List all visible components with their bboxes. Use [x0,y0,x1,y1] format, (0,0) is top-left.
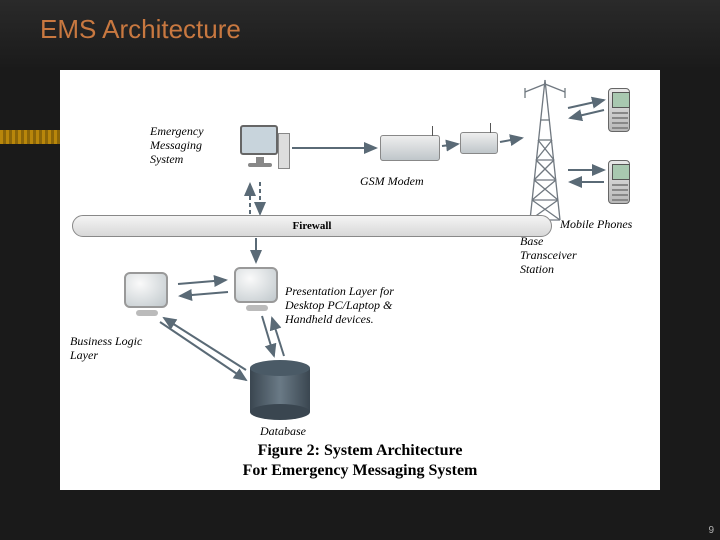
mobile-phone-icon [608,88,630,132]
presentation-label: Presentation Layer for Desktop PC/Laptop… [285,285,394,326]
figure-caption-line1: Figure 2: System Architecture [60,442,660,460]
ems-label: Emergency Messaging System [150,125,204,166]
gsm-modem-icon [380,135,440,161]
firewall-bar: Firewall [72,215,552,237]
database-icon [250,360,310,420]
page-number: 9 [708,525,714,536]
ems-server-icon [230,125,290,180]
presentation-pc-icon [230,265,285,315]
architecture-diagram: Firewall Emergency Messaging System GSM … [60,70,660,490]
database-label: Database [260,425,306,439]
gsm-modem-label: GSM Modem [360,175,424,189]
figure-caption-line2: For Emergency Messaging System [60,462,660,480]
router-icon [460,132,498,154]
bts-label: Base Transceiver Station [520,235,577,276]
firewall-label: Firewall [293,220,332,232]
slide-header: EMS Architecture [0,0,720,70]
business-logic-pc-icon [120,270,175,320]
mobile-phone-icon [608,160,630,204]
slide-title: EMS Architecture [40,14,680,45]
business-logic-label: Business Logic Layer [70,335,142,363]
mobile-phones-label: Mobile Phones [560,218,632,232]
